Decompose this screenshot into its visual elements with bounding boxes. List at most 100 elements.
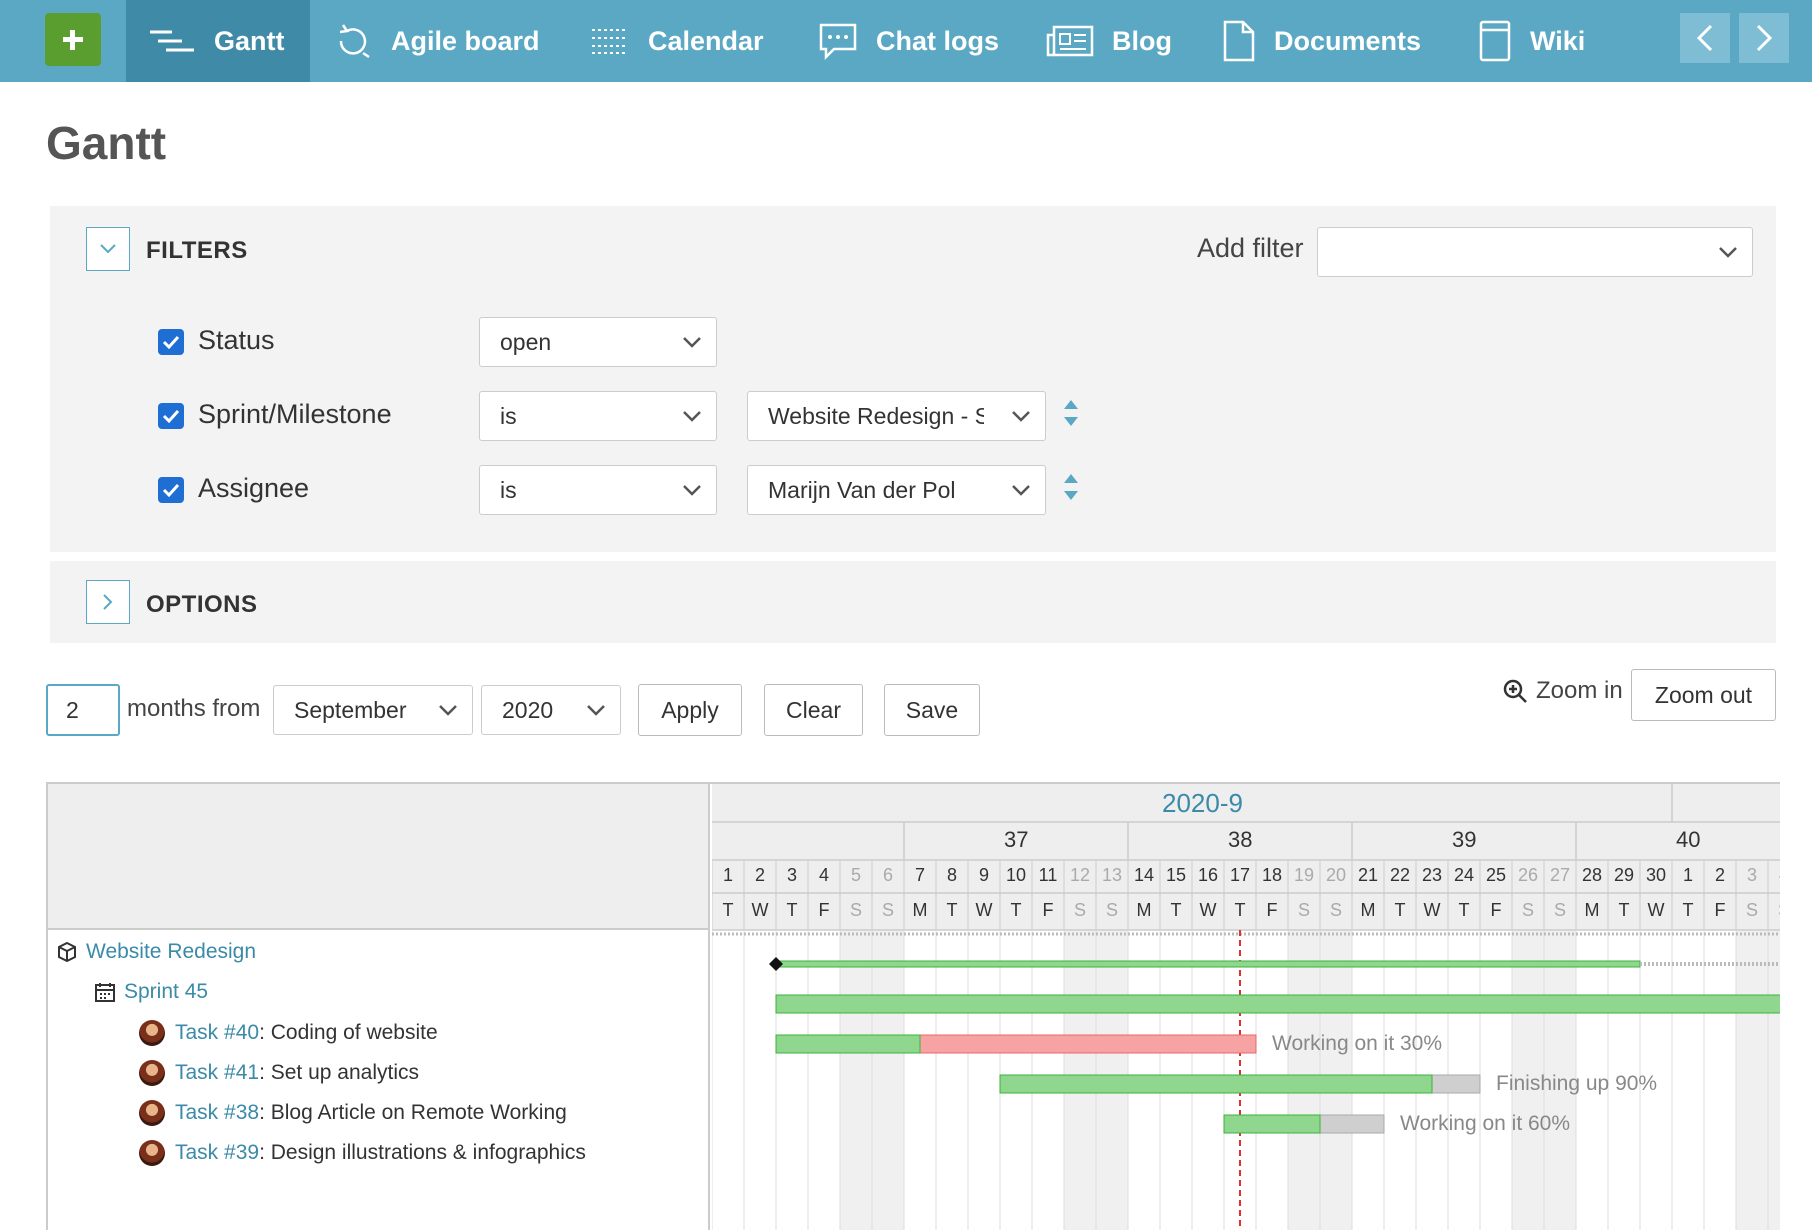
add-button[interactable] xyxy=(45,13,101,66)
sort-arrows-icon[interactable] xyxy=(1062,472,1080,502)
sprint-milestone-checkbox[interactable] xyxy=(158,403,184,429)
weekday-letter: S xyxy=(1521,900,1534,920)
weekday-letter: M xyxy=(1360,900,1376,920)
tab-chat-logs[interactable]: Chat logs xyxy=(818,0,999,82)
add-filter-select[interactable] xyxy=(1317,227,1753,277)
weekday-letter: T xyxy=(1458,900,1470,920)
chevron-right-icon xyxy=(103,594,113,610)
task-row[interactable]: Task #40: Coding of website xyxy=(139,1020,438,1046)
save-button[interactable]: Save xyxy=(884,684,980,736)
tab-documents[interactable]: Documents xyxy=(1222,0,1421,82)
tab-blog[interactable]: Blog xyxy=(1046,0,1172,82)
gantt-chart: Website Redesign Sprint 45 Task #40: Cod… xyxy=(46,782,1780,1230)
day-number: 13 xyxy=(1101,865,1123,885)
task-row[interactable]: Task #38: Blog Article on Remote Working xyxy=(139,1100,567,1126)
weekday-letter: T xyxy=(1618,900,1630,920)
apply-button[interactable]: Apply xyxy=(638,684,742,736)
day-number: 17 xyxy=(1229,865,1251,885)
tab-wiki[interactable]: Wiki xyxy=(1478,0,1585,82)
day-number: 26 xyxy=(1517,865,1539,885)
assignee-operator-select[interactable]: is xyxy=(479,465,717,515)
task-row[interactable]: Task #41: Set up analytics xyxy=(139,1060,419,1086)
weekday-letter: T xyxy=(946,900,958,920)
task-row[interactable]: Task #39: Design illustrations & infogra… xyxy=(139,1140,586,1166)
project-link[interactable]: Website Redesign xyxy=(86,940,257,963)
day-number: 5 xyxy=(850,865,861,885)
tab-agile-board[interactable]: Agile board xyxy=(333,0,540,82)
scroll-right-button[interactable] xyxy=(1739,13,1789,63)
status-operator-select[interactable]: open xyxy=(479,317,717,367)
wiki-icon xyxy=(1479,20,1511,62)
task-bar-progress xyxy=(999,1074,1433,1094)
day-number: 2 xyxy=(754,865,765,885)
day-number: 18 xyxy=(1261,865,1283,885)
weekday-letter: W xyxy=(975,900,993,920)
sprint-row[interactable]: Sprint 45 xyxy=(94,980,208,1004)
tab-gantt[interactable]: Gantt xyxy=(126,0,310,82)
day-number: 10 xyxy=(1005,865,1027,885)
status-checkbox[interactable] xyxy=(158,329,184,355)
zoom-in-button[interactable]: Zoom in xyxy=(1502,677,1623,705)
clear-button[interactable]: Clear xyxy=(764,684,863,736)
day-number: 22 xyxy=(1389,865,1411,885)
weekday-letter: T xyxy=(1394,900,1406,920)
task-bar-progress xyxy=(775,994,1780,1014)
year-value: 2020 xyxy=(502,696,554,723)
scroll-left-button[interactable] xyxy=(1680,13,1730,63)
months-input[interactable]: 2 xyxy=(46,684,120,736)
weekday-letter: F xyxy=(1490,900,1502,920)
assignee-filter-label: Assignee xyxy=(198,473,310,503)
tab-label: Blog xyxy=(1112,25,1172,56)
task-link[interactable]: Task #41 xyxy=(175,1061,260,1084)
weekday-letter: M xyxy=(1584,900,1600,920)
weekday-letter: S xyxy=(881,900,894,920)
day-number: 24 xyxy=(1453,865,1475,885)
status-filter-label: Status xyxy=(198,325,275,355)
sprint-milestone-value-select[interactable]: Website Redesign - S xyxy=(747,391,1046,441)
tab-calendar[interactable]: Calendar xyxy=(590,0,764,82)
sprint-link[interactable]: Sprint 45 xyxy=(124,980,209,1003)
assignee-value-select[interactable]: Marijn Van der Pol xyxy=(747,465,1046,515)
weekday-letter: S xyxy=(1553,900,1566,920)
week-label: 39 xyxy=(1452,827,1477,852)
filters-toggle[interactable] xyxy=(86,227,130,271)
sort-arrows-icon[interactable] xyxy=(1062,398,1080,428)
task-bar-progress xyxy=(775,1034,921,1054)
weekday-letter: W xyxy=(1647,900,1665,920)
task-progress-label: Working on it 30% xyxy=(1272,1032,1443,1055)
day-number: 7 xyxy=(914,865,925,885)
tab-label: Agile board xyxy=(391,25,540,56)
tab-label: Wiki xyxy=(1530,25,1586,56)
subjects-list: Website Redesign Sprint 45 Task #40: Cod… xyxy=(48,930,710,1230)
sprint-milestone-operator-select[interactable]: is xyxy=(479,391,717,441)
top-navigation: Gantt Agile board Calendar Chat logs Blo… xyxy=(0,0,1812,82)
task-link[interactable]: Task #39 xyxy=(175,1141,260,1164)
weekday-letter: S xyxy=(1768,900,1780,921)
chevron-down-icon xyxy=(100,244,116,254)
month-select[interactable]: September xyxy=(273,685,473,735)
task-link[interactable]: Task #40 xyxy=(175,1021,260,1044)
checkmark-icon xyxy=(162,409,180,423)
options-heading: OPTIONS xyxy=(146,591,258,618)
day-number: 9 xyxy=(978,865,989,885)
weekend-column xyxy=(840,930,872,1230)
weekday-letter: S xyxy=(1329,900,1342,920)
chevron-right-icon xyxy=(1756,24,1773,52)
calendar-icon xyxy=(95,983,115,1002)
weekday-letter: T xyxy=(786,900,798,920)
assignee-value: Marijn Van der Pol xyxy=(768,476,956,503)
sprint-milestone-filter-label: Sprint/Milestone xyxy=(198,399,392,429)
task-link[interactable]: Task #38 xyxy=(175,1101,260,1124)
filters-heading: FILTERS xyxy=(146,237,248,264)
task-title: : Coding of website xyxy=(259,1021,438,1044)
day-number: 4 xyxy=(1768,865,1780,886)
weekday-letter: F xyxy=(818,900,830,920)
tab-label: Calendar xyxy=(648,25,764,56)
assignee-checkbox[interactable] xyxy=(158,477,184,503)
project-row[interactable]: Website Redesign xyxy=(56,940,256,964)
day-number: 21 xyxy=(1357,865,1379,885)
zoom-out-button[interactable]: Zoom out xyxy=(1631,669,1776,721)
chevron-down-icon xyxy=(587,705,605,716)
options-toggle[interactable] xyxy=(86,580,130,624)
year-select[interactable]: 2020 xyxy=(481,685,621,735)
